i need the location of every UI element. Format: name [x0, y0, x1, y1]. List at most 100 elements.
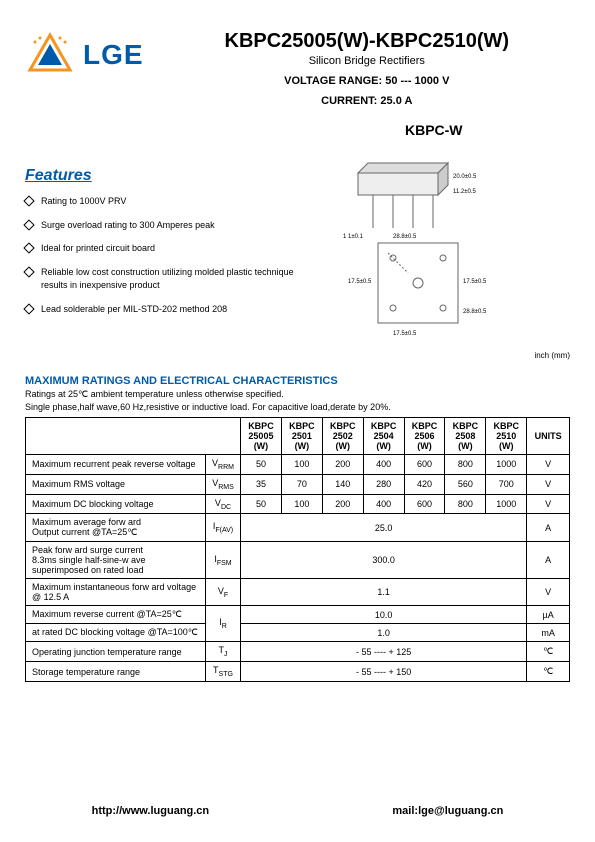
- param-value: 1000: [486, 455, 527, 475]
- table-row: Maximum average forw ard Output current …: [26, 514, 570, 542]
- table-row: Maximum recurrent peak reverse voltageVR…: [26, 455, 570, 475]
- table-row: Maximum RMS voltageVRMS35701402804205607…: [26, 474, 570, 494]
- ratings-note1: Ratings at 25℃ ambient temperature unles…: [25, 389, 570, 400]
- table-header: UNITS: [527, 418, 570, 455]
- param-value: 280: [363, 474, 404, 494]
- param-label: Storage temperature range: [26, 662, 206, 682]
- footer: http://www.luguang.cn mail:lge@luguang.c…: [0, 805, 595, 817]
- param-value: 800: [445, 494, 486, 514]
- param-label: Maximum instantaneous forw ard voltage @…: [26, 579, 206, 606]
- param-value: 300.0: [241, 542, 527, 579]
- table-header: KBPC2506(W): [404, 418, 445, 455]
- diamond-icon: [23, 219, 34, 230]
- header-row: LGE KBPC25005(W)-KBPC2510(W) Silicon Bri…: [25, 30, 570, 107]
- param-unit: ℃: [527, 642, 570, 662]
- param-label: Maximum DC blocking voltage: [26, 494, 206, 514]
- param-unit: ℃: [527, 662, 570, 682]
- param-value: 700: [486, 474, 527, 494]
- param-value: 800: [445, 455, 486, 475]
- param-value: 600: [404, 455, 445, 475]
- table-row: Maximum instantaneous forw ard voltage @…: [26, 579, 570, 606]
- table-header: [26, 418, 206, 455]
- param-value: 560: [445, 474, 486, 494]
- param-symbol: IF(AV): [206, 514, 241, 542]
- param-symbol: VDC: [206, 494, 241, 514]
- table-header: KBPC2501(W): [281, 418, 322, 455]
- logo-icon: [25, 30, 75, 80]
- feature-list: Rating to 1000V PRV Surge overload rating…: [25, 195, 298, 316]
- table-row: Storage temperature rangeTSTG- 55 ---- +…: [26, 662, 570, 682]
- svg-text:17.5±0.5: 17.5±0.5: [348, 279, 372, 285]
- feature-text: Surge overload rating to 300 Amperes pea…: [41, 219, 215, 233]
- param-value: 70: [281, 474, 322, 494]
- ratings-note2: Single phase,half wave,60 Hz,resistive o…: [25, 402, 570, 412]
- param-value: 25.0: [241, 514, 527, 542]
- package-diagram: 1 1±0.1 20.0±0.5 11.2±0.5 28.8±0.5 17.5±…: [298, 143, 568, 343]
- param-label: Maximum RMS voltage: [26, 474, 206, 494]
- param-symbol: VRMS: [206, 474, 241, 494]
- table-header: KBPC2502(W): [322, 418, 363, 455]
- table-header: KBPC25005(W): [241, 418, 282, 455]
- voltage-spec: VOLTAGE RANGE: 50 --- 1000 V: [164, 75, 570, 87]
- param-label: Maximum reverse current @TA=25℃: [26, 606, 206, 624]
- param-symbol: VRRM: [206, 455, 241, 475]
- param-value: 50: [241, 494, 282, 514]
- param-unit: V: [527, 494, 570, 514]
- current-spec: CURRENT: 25.0 A: [164, 95, 570, 107]
- inch-note: inch (mm): [298, 351, 571, 360]
- voltage-label: VOLTAGE RANGE:: [284, 75, 382, 87]
- param-value: - 55 ---- + 125: [241, 642, 527, 662]
- svg-text:28.8±0.5: 28.8±0.5: [463, 309, 487, 315]
- feature-item: Rating to 1000V PRV: [25, 195, 298, 209]
- param-label: Peak forw ard surge current 8.3ms single…: [26, 542, 206, 579]
- table-row: at rated DC blocking voltage @TA=100℃1.0…: [26, 624, 570, 642]
- param-value: 1.1: [241, 579, 527, 606]
- param-label: Maximum average forw ard Output current …: [26, 514, 206, 542]
- mid-section: Features Rating to 1000V PRV Surge overlo…: [25, 122, 570, 360]
- current-value: 25.0 A: [380, 95, 412, 107]
- param-symbol: VF: [206, 579, 241, 606]
- param-value: 600: [404, 494, 445, 514]
- diamond-icon: [23, 303, 34, 314]
- main-title: KBPC25005(W)-KBPC2510(W): [164, 30, 570, 53]
- param-value: 400: [363, 455, 404, 475]
- param-value: 100: [281, 494, 322, 514]
- package-label: KBPC-W: [298, 122, 571, 138]
- table-header: [206, 418, 241, 455]
- diamond-icon: [23, 195, 34, 206]
- feature-item: Reliable low cost construction utilizing…: [25, 266, 298, 293]
- logo: LGE: [25, 30, 144, 80]
- param-label: Maximum recurrent peak reverse voltage: [26, 455, 206, 475]
- features-title: Features: [25, 167, 298, 185]
- ratings-title: MAXIMUM RATINGS AND ELECTRICAL CHARACTER…: [25, 375, 570, 387]
- param-value: 100: [281, 455, 322, 475]
- table-row: Peak forw ard surge current 8.3ms single…: [26, 542, 570, 579]
- svg-text:20.0±0.5: 20.0±0.5: [453, 174, 477, 180]
- table-header: KBPC2504(W): [363, 418, 404, 455]
- feature-item: Ideal for printed circuit board: [25, 242, 298, 256]
- voltage-value: 50 --- 1000 V: [385, 75, 449, 87]
- param-unit: mA: [527, 624, 570, 642]
- svg-text:11.2±0.5: 11.2±0.5: [453, 189, 477, 195]
- svg-text:28.8±0.5: 28.8±0.5: [393, 234, 417, 240]
- subtitle: Silicon Bridge Rectifiers: [164, 55, 570, 67]
- param-value: 35: [241, 474, 282, 494]
- param-label: at rated DC blocking voltage @TA=100℃: [26, 624, 206, 642]
- feature-text: Ideal for printed circuit board: [41, 242, 155, 256]
- param-unit: A: [527, 542, 570, 579]
- table-row: Operating junction temperature rangeTJ- …: [26, 642, 570, 662]
- feature-text: Lead solderable per MIL-STD-202 method 2…: [41, 303, 227, 317]
- diamond-icon: [23, 242, 34, 253]
- param-unit: V: [527, 455, 570, 475]
- param-symbol: TSTG: [206, 662, 241, 682]
- features-column: Features Rating to 1000V PRV Surge overlo…: [25, 122, 298, 360]
- param-value: 10.0: [241, 606, 527, 624]
- feature-item: Surge overload rating to 300 Amperes pea…: [25, 219, 298, 233]
- title-area: KBPC25005(W)-KBPC2510(W) Silicon Bridge …: [164, 30, 570, 107]
- param-unit: A: [527, 514, 570, 542]
- param-unit: V: [527, 579, 570, 606]
- param-value: 420: [404, 474, 445, 494]
- table-header: KBPC2510(W): [486, 418, 527, 455]
- param-symbol: IFSM: [206, 542, 241, 579]
- footer-url: http://www.luguang.cn: [92, 805, 210, 817]
